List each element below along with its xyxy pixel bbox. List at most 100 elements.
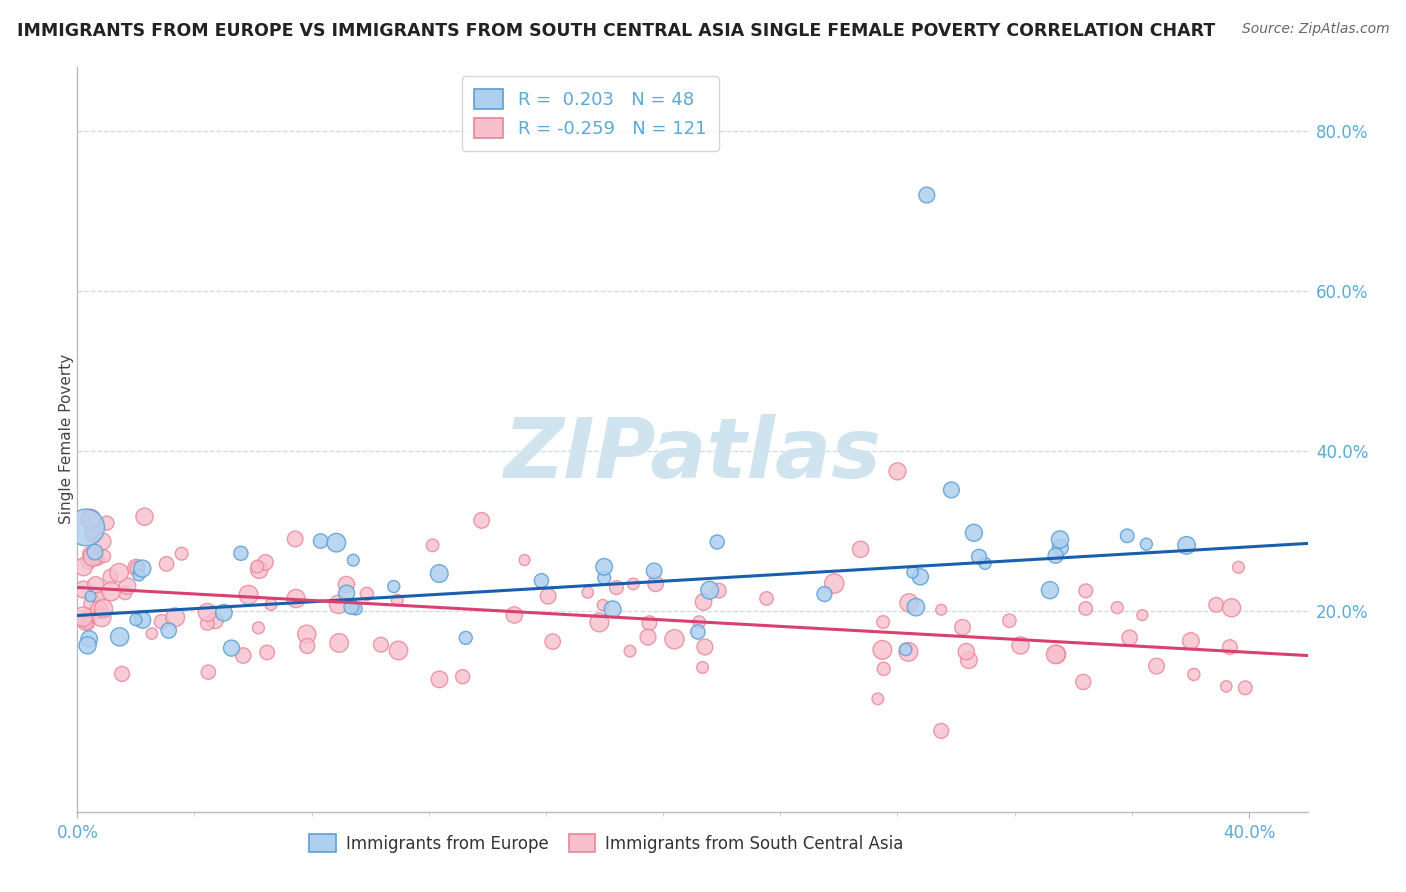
Point [1180,634,1202,648]
Point [197,606,219,620]
Text: IMMIGRANTS FROM EUROPE VS IMMIGRANTS FROM SOUTH CENTRAL ASIA SINGLE FEMALE POVER: IMMIGRANTS FROM EUROPE VS IMMIGRANTS FRO… [17,22,1215,40]
Point [93,549,115,564]
Point [904,600,927,615]
Point [1010,639,1032,653]
Point [576,585,599,599]
Point [621,577,644,591]
Point [593,571,616,585]
Point [1205,598,1227,612]
Point [998,614,1021,628]
Point [232,648,254,663]
Point [134,509,156,524]
Point [872,615,894,629]
Point [643,564,665,578]
Point [451,670,474,684]
Point [155,557,177,571]
Point [593,559,616,574]
Point [247,563,270,577]
Y-axis label: Single Female Poverty: Single Female Poverty [59,354,73,524]
Point [285,591,308,606]
Point [503,607,526,622]
Point [284,532,307,546]
Point [619,644,641,658]
Point [370,638,392,652]
Point [131,613,153,627]
Point [1234,681,1257,695]
Point [1130,608,1153,623]
Point [80,512,103,526]
Point [108,630,131,644]
Point [513,553,536,567]
Point [530,574,553,588]
Point [90,610,112,624]
Point [87,591,110,605]
Point [77,547,100,561]
Point [1039,583,1062,598]
Point [592,598,614,612]
Point [605,581,627,595]
Point [342,553,364,567]
Point [692,660,714,674]
Point [387,593,409,607]
Point [952,620,974,634]
Point [1045,549,1067,563]
Text: Source: ZipAtlas.com: Source: ZipAtlas.com [1241,22,1389,37]
Point [77,608,100,623]
Point [125,613,148,627]
Point [204,614,226,628]
Point [1118,631,1140,645]
Point [955,645,977,659]
Point [157,624,180,638]
Point [454,631,477,645]
Point [100,569,122,583]
Point [72,609,94,624]
Point [1116,529,1139,543]
Point [128,568,150,582]
Point [79,611,101,625]
Point [212,606,235,620]
Point [170,547,193,561]
Point [537,589,560,603]
Point [1074,601,1097,615]
Point [1227,560,1250,574]
Text: ZIPatlas: ZIPatlas [503,414,882,495]
Point [260,598,283,612]
Point [929,723,952,738]
Point [898,596,921,610]
Point [335,577,357,591]
Point [541,634,564,648]
Point [686,624,709,639]
Point [93,601,115,615]
Point [974,557,997,571]
Point [238,588,260,602]
Point [73,582,96,597]
Point [1049,533,1071,547]
Point [84,545,107,559]
Point [429,673,451,687]
Point [131,561,153,575]
Point [910,570,932,584]
Point [699,583,721,598]
Point [82,526,104,541]
Point [150,615,173,629]
Point [197,665,219,680]
Point [125,561,148,575]
Point [114,586,136,600]
Point [356,587,378,601]
Point [246,559,269,574]
Point [967,549,990,564]
Point [96,516,118,530]
Point [957,653,980,667]
Point [688,615,710,629]
Point [1215,680,1237,694]
Point [254,556,277,570]
Point [602,602,624,616]
Point [89,602,111,616]
Point [588,615,610,630]
Point [872,662,894,676]
Point [866,691,889,706]
Point [76,616,98,631]
Point [108,566,131,580]
Point [897,645,920,659]
Point [76,638,98,652]
